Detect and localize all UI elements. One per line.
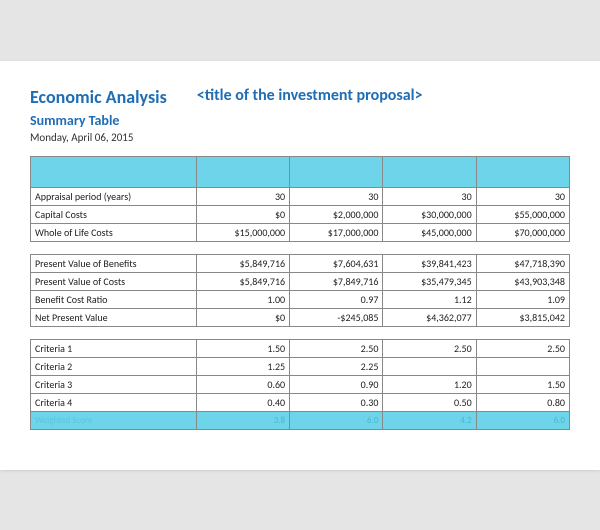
cell: 1.12 xyxy=(383,290,476,308)
row-label: Appraisal period (years) xyxy=(31,187,197,205)
cell: $2,000,000 xyxy=(290,205,383,223)
header-cell xyxy=(31,156,197,187)
main-title: Economic Analysis xyxy=(30,86,167,108)
cell: 1.09 xyxy=(476,290,569,308)
row-label: Criteria 2 xyxy=(31,357,197,375)
cell: $0 xyxy=(196,308,289,326)
cell: 2.50 xyxy=(383,339,476,357)
summary-title: Summary Table xyxy=(30,112,570,129)
row-label: Whole of Life Costs xyxy=(31,223,197,241)
footer-label: Weighted Score xyxy=(31,411,197,429)
header-cell xyxy=(476,156,569,187)
date-line: Monday, April 06, 2015 xyxy=(30,131,570,144)
row-label: Present Value of Costs xyxy=(31,272,197,290)
cell: $35,479,345 xyxy=(383,272,476,290)
cell: $3,815,042 xyxy=(476,308,569,326)
footer-cell: 3.8 xyxy=(196,411,289,429)
footer-cell: 6.0 xyxy=(290,411,383,429)
header-row: Economic Analysis <title of the investme… xyxy=(30,86,570,108)
proposal-title: <title of the investment proposal> xyxy=(197,86,423,108)
cell: $70,000,000 xyxy=(476,223,569,241)
row-label: Net Present Value xyxy=(31,308,197,326)
cell: 30 xyxy=(476,187,569,205)
cell xyxy=(383,357,476,375)
table-row: Criteria 4 0.40 0.30 0.50 0.80 xyxy=(31,393,570,411)
document-page: Economic Analysis <title of the investme… xyxy=(0,61,600,470)
cell: 2.25 xyxy=(290,357,383,375)
table-row: Net Present Value $0 -$245,085 $4,362,07… xyxy=(31,308,570,326)
spacer-row xyxy=(31,326,570,339)
row-label: Criteria 4 xyxy=(31,393,197,411)
header-cell xyxy=(383,156,476,187)
table-row: Whole of Life Costs $15,000,000 $17,000,… xyxy=(31,223,570,241)
cell: -$245,085 xyxy=(290,308,383,326)
row-label: Capital Costs xyxy=(31,205,197,223)
cell: 0.90 xyxy=(290,375,383,393)
cell: $39,841,423 xyxy=(383,254,476,272)
cell: $15,000,000 xyxy=(196,223,289,241)
cell: $0 xyxy=(196,205,289,223)
cell: 1.00 xyxy=(196,290,289,308)
table-row: Criteria 3 0.60 0.90 1.20 1.50 xyxy=(31,375,570,393)
cell: 0.97 xyxy=(290,290,383,308)
row-label: Criteria 1 xyxy=(31,339,197,357)
cell: 2.50 xyxy=(290,339,383,357)
footer-cell: 6.0 xyxy=(476,411,569,429)
cell: 0.80 xyxy=(476,393,569,411)
cell: 1.20 xyxy=(383,375,476,393)
spacer-row xyxy=(31,241,570,254)
cell: 0.30 xyxy=(290,393,383,411)
table-row: Benefit Cost Ratio 1.00 0.97 1.12 1.09 xyxy=(31,290,570,308)
cell: $5,849,716 xyxy=(196,254,289,272)
cell: 0.50 xyxy=(383,393,476,411)
summary-table: Appraisal period (years) 30 30 30 30 Cap… xyxy=(30,156,570,430)
cell: 0.60 xyxy=(196,375,289,393)
cell: $17,000,000 xyxy=(290,223,383,241)
header-cell xyxy=(196,156,289,187)
cell: 30 xyxy=(383,187,476,205)
cell: 1.50 xyxy=(196,339,289,357)
table-row: Present Value of Costs $5,849,716 $7,849… xyxy=(31,272,570,290)
table-row: Capital Costs $0 $2,000,000 $30,000,000 … xyxy=(31,205,570,223)
cell: $30,000,000 xyxy=(383,205,476,223)
cell: $5,849,716 xyxy=(196,272,289,290)
cell: $45,000,000 xyxy=(383,223,476,241)
row-label: Criteria 3 xyxy=(31,375,197,393)
row-label: Benefit Cost Ratio xyxy=(31,290,197,308)
cell: 1.50 xyxy=(476,375,569,393)
cell: 2.50 xyxy=(476,339,569,357)
cell: $4,362,077 xyxy=(383,308,476,326)
header-cell xyxy=(290,156,383,187)
footer-band: Weighted Score 3.8 6.0 4.2 6.0 xyxy=(31,411,570,429)
cell: 30 xyxy=(290,187,383,205)
cell: $7,604,631 xyxy=(290,254,383,272)
cell xyxy=(476,357,569,375)
footer-cell: 4.2 xyxy=(383,411,476,429)
cell: 0.40 xyxy=(196,393,289,411)
table-row: Criteria 1 1.50 2.50 2.50 2.50 xyxy=(31,339,570,357)
cell: 30 xyxy=(196,187,289,205)
cell: $7,849,716 xyxy=(290,272,383,290)
cell: $43,903,348 xyxy=(476,272,569,290)
cell: $55,000,000 xyxy=(476,205,569,223)
cell: 1.25 xyxy=(196,357,289,375)
table-row: Criteria 2 1.25 2.25 xyxy=(31,357,570,375)
table-row: Appraisal period (years) 30 30 30 30 xyxy=(31,187,570,205)
cell: $47,718,390 xyxy=(476,254,569,272)
table-header-band xyxy=(31,156,570,187)
table-row: Present Value of Benefits $5,849,716 $7,… xyxy=(31,254,570,272)
row-label: Present Value of Benefits xyxy=(31,254,197,272)
